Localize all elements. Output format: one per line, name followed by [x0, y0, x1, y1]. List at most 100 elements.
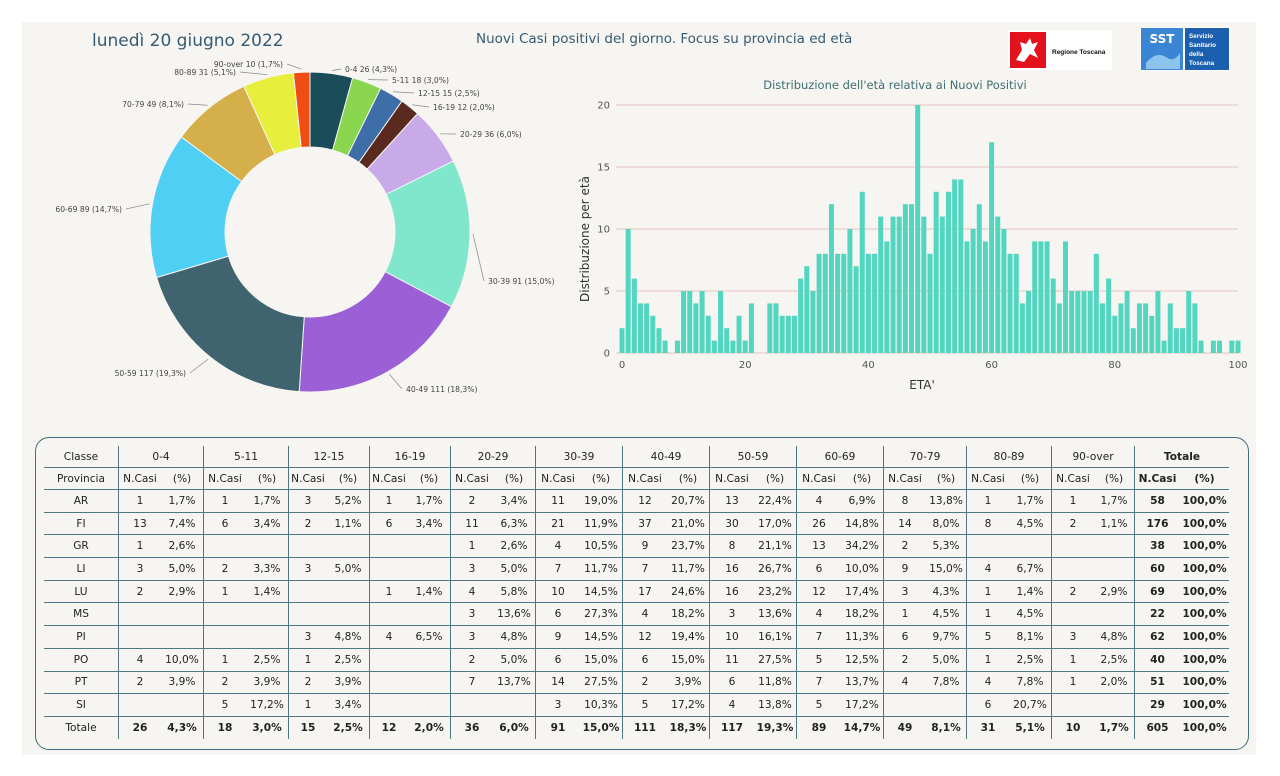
- ncasi-cell: 91: [535, 716, 580, 739]
- pct-cell: [408, 534, 451, 559]
- ncasi-cell: [369, 557, 408, 581]
- pct-cell: 15,0%: [580, 648, 623, 672]
- ncasi-cell: 2: [450, 489, 493, 513]
- pct-cell: 10,0%: [161, 648, 204, 672]
- donut-leader-11: [286, 63, 302, 70]
- histogram-bar-12: [693, 303, 699, 353]
- pct-cell: 23,2%: [754, 580, 797, 604]
- ncasi-cell: 30: [709, 512, 754, 536]
- donut-leader-9: [187, 103, 208, 106]
- ncasi-cell: 1: [1051, 671, 1094, 695]
- ncasi-cell: 3: [883, 580, 926, 604]
- pct-cell: 11,7%: [580, 557, 623, 581]
- subheader-pct-8: (%): [841, 467, 884, 490]
- histogram-bar-60: [989, 142, 995, 353]
- ncasi-cell: [966, 534, 1009, 559]
- ncasi-cell: 3: [709, 602, 754, 627]
- table-row-pi: PI 3 4,8% 4 6,5% 3 4,8% 9 14,5% 12 19,4% 10 16,1% 7 11…: [44, 625, 1229, 649]
- ncasi-cell: 7: [622, 557, 667, 581]
- page-title: Nuovi Casi positivi del giorno. Focus su…: [476, 31, 853, 47]
- histogram-bar-77: [1093, 253, 1099, 353]
- histogram-bar-33: [822, 253, 828, 353]
- histogram-bar-83: [1130, 328, 1136, 353]
- pct-cell: [161, 693, 204, 717]
- y-tick-label-3: 15: [597, 163, 610, 174]
- pct-cell: 20,7%: [667, 489, 710, 513]
- ncasi-cell: 6: [883, 625, 926, 649]
- pct-cell: 2,5%: [333, 721, 363, 734]
- pct-cell: 4,5%: [926, 602, 967, 627]
- ncasi-cell: 10: [1051, 716, 1094, 739]
- histogram-bar-52: [939, 216, 945, 353]
- ncasi-cell: 5: [796, 693, 841, 717]
- pct-cell: 27,3%: [580, 602, 623, 627]
- histogram-bar-45: [896, 216, 902, 353]
- header-group-7: 40-49: [622, 446, 710, 468]
- ncasi-cell: 36: [450, 716, 493, 739]
- pct-cell: 5,0%: [327, 557, 370, 581]
- ncasi-cell: 8: [966, 512, 1009, 536]
- ncasi-cell: 6: [369, 512, 408, 536]
- ncasi-cell: 3: [535, 693, 580, 717]
- pct-cell: 22,4%: [754, 489, 797, 513]
- pct-cell: 26,7%: [754, 557, 797, 581]
- province-label: PI: [44, 625, 119, 649]
- histogram-bar-34: [828, 204, 834, 353]
- histogram-bar-58: [976, 204, 982, 353]
- donut-label-1: 5-11 18 (3,0%): [392, 76, 449, 85]
- histogram-bar-11: [687, 291, 693, 353]
- donut-slice-11: [292, 71, 311, 149]
- pct-cell: 3,4%: [408, 512, 451, 536]
- header-group-8: 50-59: [709, 446, 797, 468]
- histogram-bar-79: [1106, 278, 1112, 353]
- ncasi-cell: 13: [796, 534, 841, 559]
- ncasi-cell: 1: [288, 648, 327, 672]
- ncasi-cell: 26: [796, 512, 841, 536]
- histogram-bar-69: [1044, 241, 1050, 353]
- histogram-bar-89: [1167, 303, 1173, 353]
- pct-cell: 2,9%: [161, 580, 204, 604]
- ncasi-cell: [369, 671, 408, 695]
- histogram-bar-46: [902, 204, 908, 353]
- donut-leader-8: [125, 203, 150, 210]
- subheader-ncasi-0: N.Casi: [118, 467, 161, 490]
- pct-cell: 5,0%: [161, 557, 204, 581]
- ncasi-cell: 2: [450, 648, 493, 672]
- ncasi-cell: 4: [709, 693, 754, 717]
- histogram-bar-10: [681, 291, 687, 353]
- ncasi-cell: 4: [118, 648, 161, 672]
- pct-cell: 11,9%: [580, 512, 623, 536]
- histogram-bar-20: [742, 340, 748, 353]
- histogram-bar-2: [631, 278, 637, 353]
- ncasi-cell: 3: [1051, 625, 1094, 649]
- donut-slice-6: [298, 270, 453, 393]
- donut-label-3: 16-19 12 (2,0%): [433, 103, 495, 112]
- pct-cell: [327, 580, 370, 604]
- header-group-5: 20-29: [450, 446, 536, 468]
- subheader-pct-4: (%): [493, 467, 536, 490]
- ncasi-cell: 3: [450, 602, 493, 627]
- histogram-bar-4: [644, 303, 650, 353]
- total-ncasi-cell: 51: [1134, 671, 1180, 695]
- ncasi-cell: [288, 534, 327, 559]
- donut-leader-3: [411, 104, 430, 108]
- subheader-pct-1: (%): [246, 467, 289, 490]
- pct-cell: 3,4%: [493, 489, 536, 513]
- histogram-bar-13: [699, 291, 705, 353]
- subheader-ncasi-3: N.Casi: [369, 467, 408, 490]
- histogram-bar-15: [711, 340, 717, 353]
- histogram-bar-63: [1007, 253, 1013, 353]
- donut-leader-6: [389, 374, 403, 390]
- report-date: lunedì 20 giugno 2022: [92, 31, 284, 51]
- donut-leader-2: [393, 91, 415, 94]
- histogram-bar-61: [995, 216, 1001, 353]
- ncasi-cell: [118, 625, 161, 649]
- donut-label-2: 12-15 15 (2,5%): [418, 89, 480, 98]
- pct-cell: 6,5%: [408, 625, 451, 649]
- pct-cell: 27,5%: [754, 648, 797, 672]
- pct-cell: 13,8%: [754, 693, 797, 717]
- ncasi-cell: 7: [796, 671, 841, 695]
- pct-cell: 1,1%: [327, 512, 370, 536]
- ncasi-cell: 6: [709, 671, 754, 695]
- pct-cell: 9,7%: [926, 625, 967, 649]
